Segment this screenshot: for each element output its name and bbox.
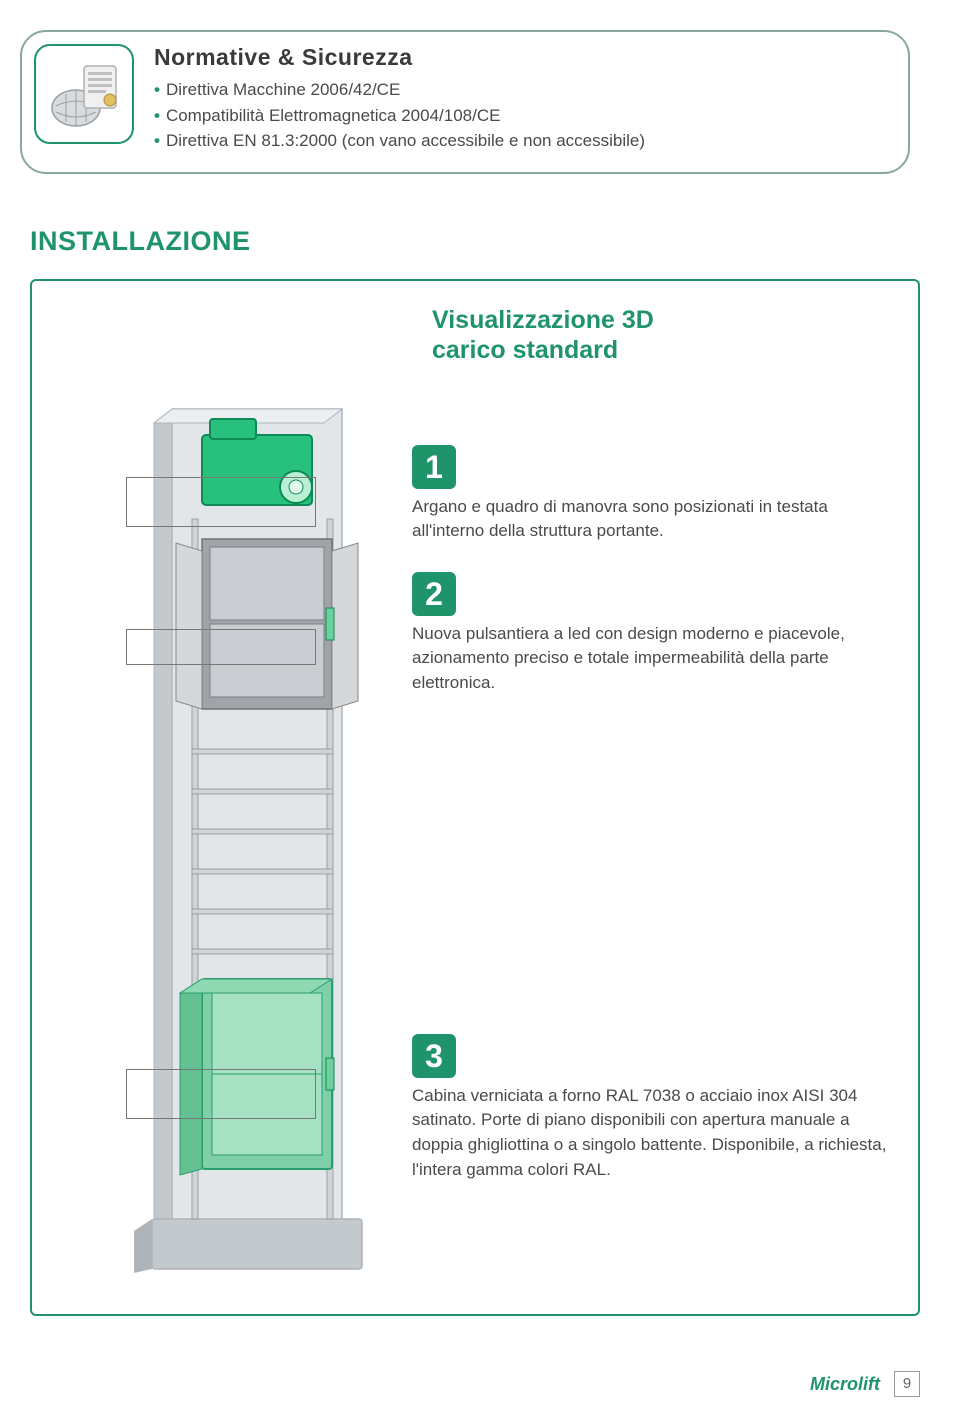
callout-2: 2 Nuova pulsantiera a led con design mod…: [412, 572, 892, 696]
normative-text: Normative & Sicurezza Direttiva Macchine…: [154, 44, 890, 154]
callout-number-1: 1: [412, 445, 456, 489]
viz-title-line2: carico standard: [432, 336, 618, 364]
visualization-title: Visualizzazione 3D carico standard: [432, 305, 892, 365]
highlight-box-3: [126, 1069, 316, 1119]
normative-item: Direttiva EN 81.3:2000 (con vano accessi…: [154, 128, 890, 154]
callout-number-2: 2: [412, 572, 456, 616]
callout-3: 3 Cabina verniciata a forno RAL 7038 o a…: [412, 1034, 892, 1183]
callout-text-1: Argano e quadro di manovra sono posizion…: [412, 495, 892, 544]
section-heading: INSTALLAZIONE: [30, 226, 920, 257]
callout-text-2: Nuova pulsantiera a led con design moder…: [412, 622, 892, 696]
callouts: 1 Argano e quadro di manovra sono posizi…: [392, 389, 892, 1211]
highlight-box-1: [126, 477, 316, 527]
normative-item: Compatibilità Elettromagnetica 2004/108/…: [154, 103, 890, 129]
footer-page-number: 9: [894, 1371, 920, 1397]
visualization-card: Visualizzazione 3D carico standard 1 Arg…: [30, 279, 920, 1316]
callout-1: 1 Argano e quadro di manovra sono posizi…: [412, 445, 892, 544]
normative-list: Direttiva Macchine 2006/42/CE Compatibil…: [154, 77, 890, 154]
viz-title-line1: Visualizzazione 3D: [432, 306, 654, 334]
normative-card: Normative & Sicurezza Direttiva Macchine…: [20, 30, 910, 174]
highlight-box-2: [126, 629, 316, 665]
normative-item: Direttiva Macchine 2006/42/CE: [154, 77, 890, 103]
lift-illustration: [52, 389, 392, 1284]
globe-document-icon: [44, 54, 124, 134]
normative-icon-box: [34, 44, 134, 144]
normative-title: Normative & Sicurezza: [154, 44, 890, 71]
callout-text-3: Cabina verniciata a forno RAL 7038 o acc…: [412, 1084, 892, 1183]
footer-brand: Microlift: [810, 1374, 880, 1395]
callout-number-3: 3: [412, 1034, 456, 1078]
footer: Microlift 9: [810, 1371, 920, 1397]
